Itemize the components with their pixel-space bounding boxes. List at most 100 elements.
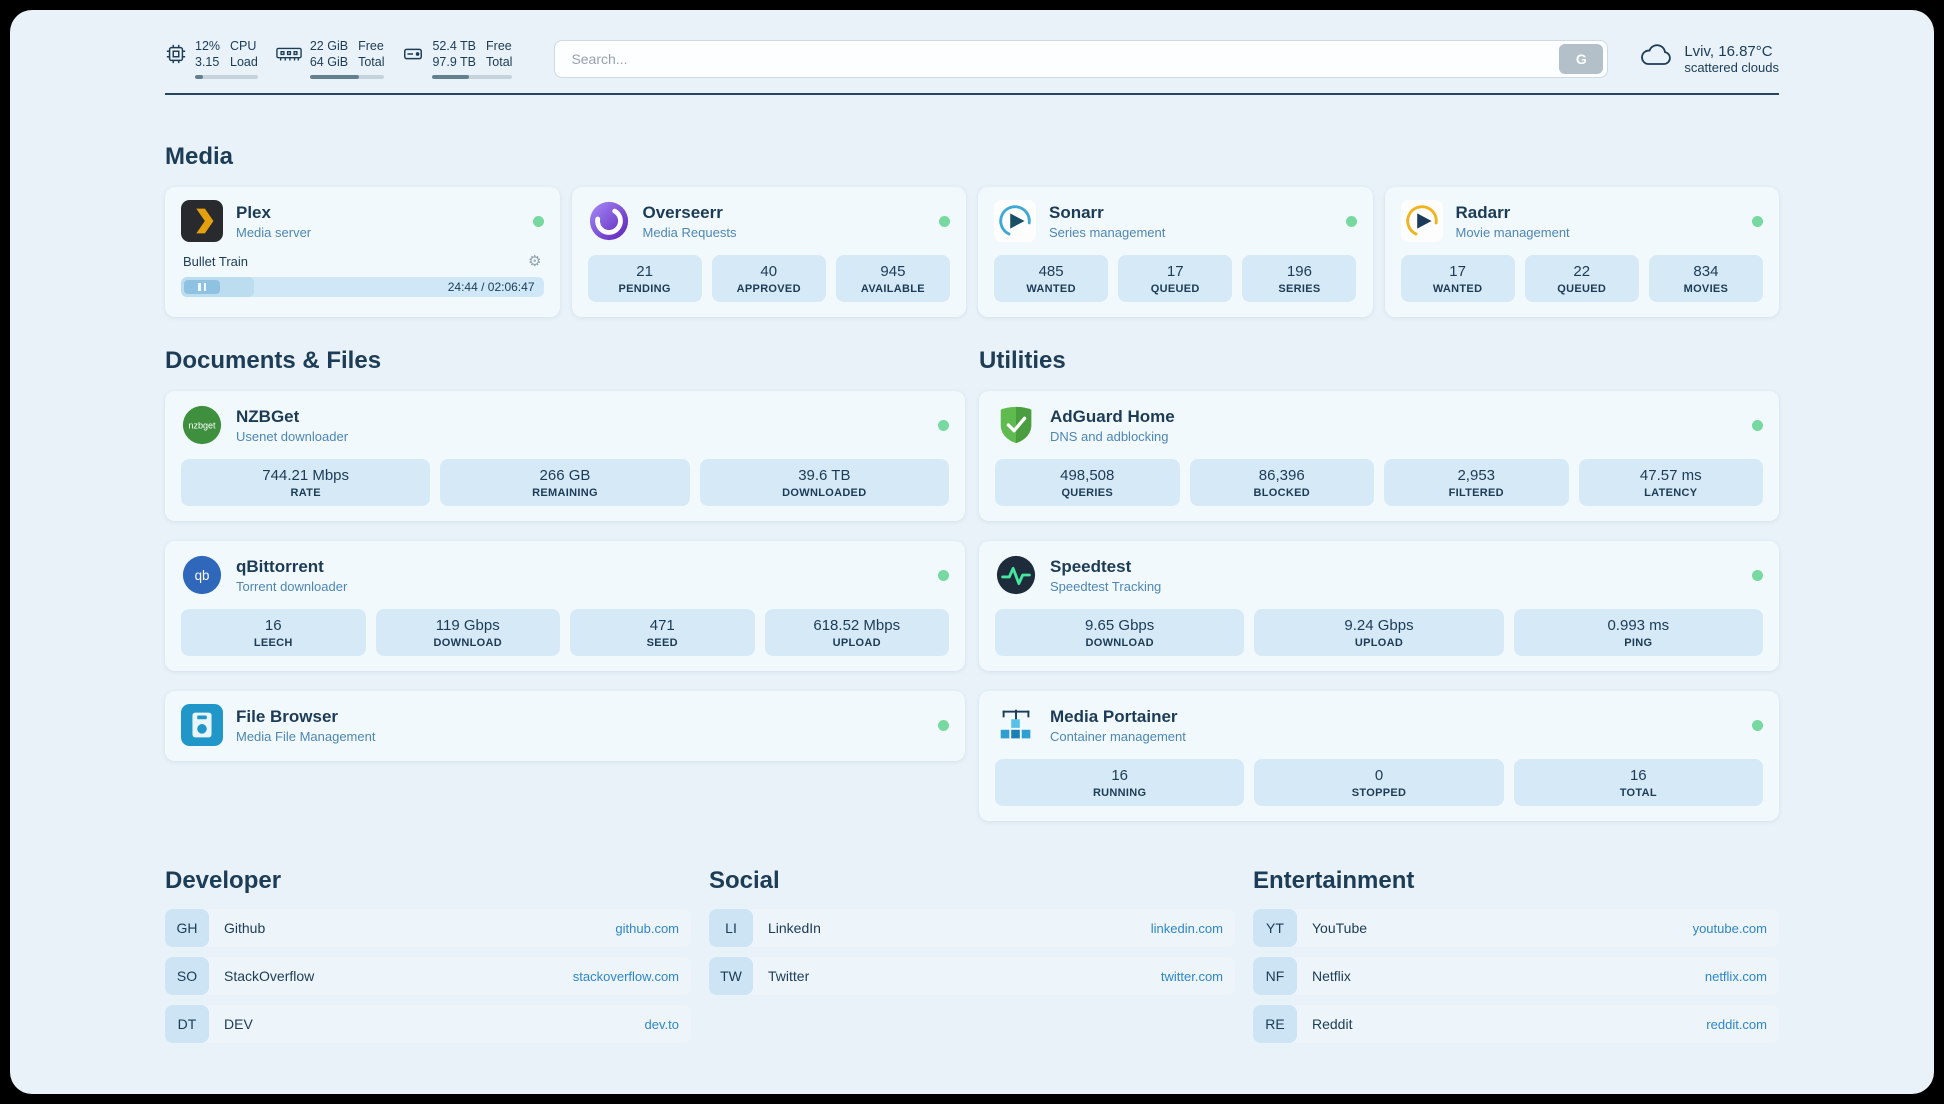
service-name[interactable]: NZBGet bbox=[236, 406, 300, 426]
service-name[interactable]: Speedtest bbox=[1050, 556, 1132, 576]
service-name[interactable]: Media Portainer bbox=[1050, 706, 1178, 726]
radarr-icon bbox=[1400, 200, 1443, 242]
bookmark-abbr: LI bbox=[709, 909, 753, 947]
bookmark-name[interactable]: Netflix bbox=[1312, 968, 1351, 984]
bookmark-name[interactable]: LinkedIn bbox=[768, 920, 821, 936]
search-bar[interactable]: G bbox=[554, 39, 1609, 78]
bookmark-url[interactable]: github.com bbox=[615, 920, 679, 936]
cpu-chip-icon bbox=[165, 43, 187, 65]
media-cards-row: Plex Media server Bullet Train ⚙ 24:44 /… bbox=[165, 187, 1779, 317]
bookmark-url[interactable]: reddit.com bbox=[1706, 1016, 1767, 1032]
weather-condition: scattered clouds bbox=[1684, 59, 1779, 75]
disk-icon bbox=[402, 43, 424, 65]
portainer-icon bbox=[995, 704, 1037, 746]
stat-approved: 40 APPROVED bbox=[711, 255, 826, 302]
service-card-sonarr[interactable]: Sonarr Series management 485 WANTED 17 QUE… bbox=[978, 187, 1373, 317]
bookmark-stackoverflow[interactable]: SO StackOverflow stackoverflow.com bbox=[165, 957, 691, 995]
ram-free-value: 22 GiB bbox=[309, 39, 349, 53]
service-card-filebrowser[interactable]: File Browser Media File Management bbox=[165, 691, 965, 761]
service-name[interactable]: Radarr bbox=[1455, 202, 1511, 222]
status-dot bbox=[938, 419, 949, 431]
service-subtitle: Media Requests bbox=[642, 224, 737, 240]
status-dot bbox=[1752, 569, 1763, 581]
bookmark-name[interactable]: YouTube bbox=[1312, 920, 1368, 936]
bookmark-reddit[interactable]: RE Reddit reddit.com bbox=[1253, 1005, 1779, 1043]
plex-icon bbox=[181, 200, 223, 242]
stat-blocked: 86,396 BLOCKED bbox=[1189, 459, 1374, 506]
service-card-adguard[interactable]: AdGuard Home DNS and adblocking 498,508 Q… bbox=[979, 391, 1779, 521]
service-card-portainer[interactable]: Media Portainer Container management 16 R… bbox=[979, 691, 1779, 821]
bookmark-abbr: DT bbox=[165, 1005, 209, 1043]
service-card-overseerr[interactable]: Overseerr Media Requests 21 PENDING 40 APP… bbox=[571, 187, 966, 317]
bookmark-url[interactable]: linkedin.com bbox=[1150, 920, 1223, 936]
pause-button[interactable] bbox=[184, 280, 220, 294]
bookmark-dev[interactable]: DT DEV dev.to bbox=[165, 1005, 691, 1043]
stat-available: 945 AVAILABLE bbox=[835, 255, 950, 302]
stat-queries: 498,508 QUERIES bbox=[995, 459, 1180, 506]
stat-downloaded: 39.6 TB DOWNLOADED bbox=[699, 459, 949, 506]
stat-queued: 22 QUEUED bbox=[1524, 255, 1639, 302]
bookmark-linkedin[interactable]: LI LinkedIn linkedin.com bbox=[709, 909, 1235, 947]
stat-latency: 47.57 ms LATENCY bbox=[1578, 459, 1763, 506]
bookmark-url[interactable]: stackoverflow.com bbox=[572, 968, 679, 984]
playback-time: 24:44 / 02:06:47 bbox=[447, 280, 535, 294]
service-name[interactable]: Plex bbox=[236, 202, 271, 222]
bookmark-name[interactable]: Reddit bbox=[1312, 1016, 1353, 1032]
service-name[interactable]: Sonarr bbox=[1049, 202, 1104, 222]
stat-filtered: 2,953 FILTERED bbox=[1384, 459, 1569, 506]
bookmark-github[interactable]: GH Github github.com bbox=[165, 909, 691, 947]
service-name[interactable]: Overseerr bbox=[642, 202, 723, 222]
stat-total: 16 TOTAL bbox=[1513, 759, 1763, 806]
sonarr-icon bbox=[994, 200, 1036, 242]
bookmark-name[interactable]: Github bbox=[224, 920, 266, 936]
bookmark-url[interactable]: youtube.com bbox=[1692, 920, 1767, 936]
cpu-label: CPU bbox=[230, 39, 257, 53]
nzbget-icon: nzbget bbox=[181, 404, 223, 446]
cpu-widget: 12% 3.15 CPU Load bbox=[165, 38, 258, 79]
bookmark-name[interactable]: StackOverflow bbox=[224, 968, 315, 984]
service-card-radarr[interactable]: Radarr Movie management 17 WANTED 22 QUEUE… bbox=[1384, 187, 1779, 317]
disk-total-value: 97.9 TB bbox=[432, 55, 477, 69]
service-card-speedtest[interactable]: Speedtest Speedtest Tracking 9.65 Gbps DO… bbox=[979, 541, 1779, 671]
search-input[interactable] bbox=[555, 50, 1560, 67]
service-subtitle: Media server bbox=[236, 224, 312, 240]
filebrowser-icon bbox=[181, 704, 223, 746]
bookmark-url[interactable]: twitter.com bbox=[1160, 968, 1223, 984]
bookmark-netflix[interactable]: NF Netflix netflix.com bbox=[1253, 957, 1779, 995]
section-title-utilities: Utilities bbox=[979, 347, 1066, 374]
service-name[interactable]: File Browser bbox=[236, 706, 339, 726]
cpu-load-label: Load bbox=[230, 55, 258, 69]
service-card-nzbget[interactable]: nzbget NZBGet Usenet downloader 744.21 M… bbox=[165, 391, 965, 521]
bookmark-url[interactable]: netflix.com bbox=[1704, 968, 1767, 984]
service-name[interactable]: qBittorrent bbox=[236, 556, 324, 576]
svg-text:qb: qb bbox=[195, 568, 210, 583]
bookmark-abbr: NF bbox=[1253, 957, 1297, 995]
service-subtitle: Movie management bbox=[1455, 224, 1570, 240]
gear-icon[interactable]: ⚙ bbox=[528, 253, 542, 270]
service-card-plex[interactable]: Plex Media server Bullet Train ⚙ 24:44 /… bbox=[165, 187, 560, 317]
cpu-usage: 12% bbox=[195, 39, 221, 53]
stat-upload: 618.52 Mbps UPLOAD bbox=[764, 609, 949, 656]
bookmark-url[interactable]: dev.to bbox=[644, 1016, 679, 1032]
disk-total-label: Total bbox=[486, 55, 513, 69]
adguard-icon bbox=[995, 404, 1037, 446]
bookmark-name[interactable]: Twitter bbox=[768, 968, 810, 984]
status-dot bbox=[938, 569, 949, 581]
status-dot bbox=[939, 215, 950, 227]
qbittorrent-icon: qb bbox=[181, 554, 223, 596]
ram-icon bbox=[276, 44, 302, 64]
service-subtitle: Speedtest Tracking bbox=[1050, 578, 1162, 594]
weather-widget: Lviv, 16.87°C scattered clouds bbox=[1638, 42, 1779, 75]
bookmark-name[interactable]: DEV bbox=[224, 1016, 253, 1032]
search-provider-button[interactable]: G bbox=[1559, 43, 1604, 74]
service-subtitle: Series management bbox=[1049, 224, 1166, 240]
playback-progress-bar[interactable]: 24:44 / 02:06:47 bbox=[181, 277, 544, 297]
bookmark-youtube[interactable]: YT YouTube youtube.com bbox=[1253, 909, 1779, 947]
bookmark-twitter[interactable]: TW Twitter twitter.com bbox=[709, 957, 1235, 995]
disk-progress-fill bbox=[432, 75, 470, 79]
stat-remaining: 266 GB REMAINING bbox=[440, 459, 690, 506]
service-card-qbittorrent[interactable]: qb qBittorrent Torrent downloader 16 LEEC… bbox=[165, 541, 965, 671]
stat-download: 9.65 Gbps DOWNLOAD bbox=[995, 609, 1245, 656]
service-name[interactable]: AdGuard Home bbox=[1050, 406, 1175, 426]
stat-pending: 21 PENDING bbox=[587, 255, 702, 302]
